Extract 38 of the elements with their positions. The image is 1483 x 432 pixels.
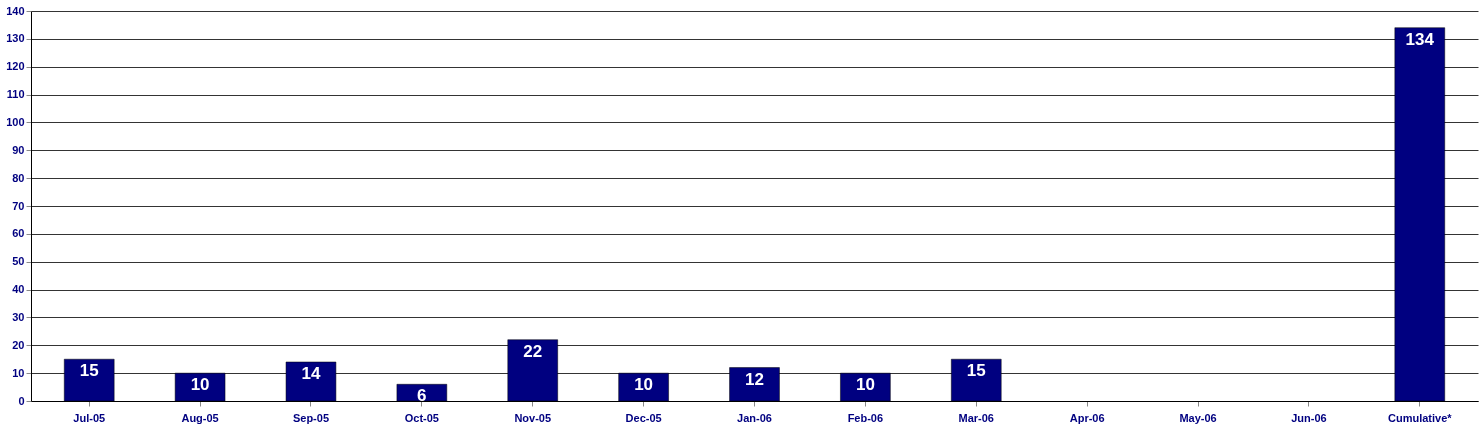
y-tick-label: 40 <box>12 283 25 296</box>
y-tick-label: 20 <box>12 338 25 351</box>
y-tick-label: 110 <box>6 88 25 101</box>
data-label: 22 <box>523 341 543 361</box>
x-tick-label: Jan-06 <box>737 411 772 424</box>
x-tick-label: Sep-05 <box>292 411 330 424</box>
y-tick-label: 10 <box>12 366 25 379</box>
data-label: 134 <box>1405 29 1435 49</box>
data-label: 14 <box>301 364 321 383</box>
data-label: 6 <box>417 386 427 406</box>
data-label: 10 <box>855 375 875 395</box>
y-tick-label: 120 <box>6 60 25 73</box>
y-tick-label: 90 <box>12 143 25 156</box>
y-tick-label: 30 <box>12 310 25 323</box>
x-tick-label: Feb-06 <box>847 411 884 424</box>
x-tick-label: Cumulative* <box>1388 411 1453 424</box>
y-tick-label: 60 <box>12 227 25 240</box>
x-tick-label: May-06 <box>1179 411 1217 424</box>
x-tick-label: Mar-06 <box>958 411 994 424</box>
data-label: 12 <box>745 369 764 389</box>
x-tick-label: Apr-06 <box>1069 411 1105 424</box>
x-tick-label: Oct-05 <box>404 411 439 424</box>
data-label: 15 <box>79 361 99 381</box>
y-tick-label: 50 <box>12 255 25 268</box>
y-tick-label: 80 <box>12 171 25 184</box>
x-tick-label: Jul-05 <box>73 411 106 424</box>
y-tick-label: 130 <box>6 32 25 45</box>
y-tick-label: 100 <box>6 115 25 128</box>
x-tick-label: Nov-05 <box>514 411 552 424</box>
y-tick-label: 0 <box>18 394 25 407</box>
data-label: 15 <box>966 361 986 381</box>
y-tick-label: 70 <box>12 199 25 212</box>
data-label: 10 <box>634 375 654 395</box>
x-tick-label: Aug-05 <box>181 411 219 424</box>
y-tick-label: 140 <box>6 4 25 17</box>
data-label: 10 <box>190 375 210 395</box>
x-tick-label: Dec-05 <box>625 411 662 424</box>
x-tick-label: Jun-06 <box>1291 411 1327 424</box>
